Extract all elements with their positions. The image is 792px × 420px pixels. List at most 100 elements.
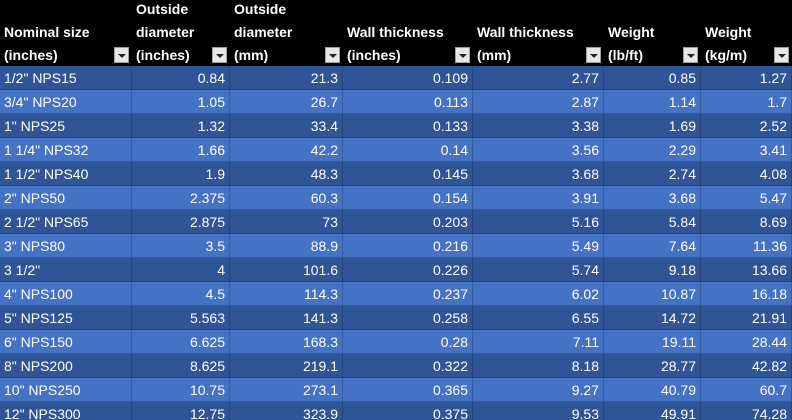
- table-cell: 5.47: [701, 186, 792, 210]
- table-cell: 42.2: [230, 138, 343, 162]
- table-cell: 3 1/2": [0, 258, 132, 282]
- table-cell: 1 1/2" NPS40: [0, 162, 132, 186]
- table-cell: 2.375: [132, 186, 230, 210]
- table-cell: 4.5: [132, 282, 230, 306]
- table-cell: 10" NPS250: [0, 378, 132, 402]
- table-cell: 26.7: [230, 90, 343, 114]
- table-cell: 42.82: [701, 354, 792, 378]
- table-row: 10" NPS250 10.75 273.1 0.365 9.27 40.79 60.7: [0, 378, 792, 402]
- table-cell: 13.66: [701, 258, 792, 282]
- table-cell: 5.84: [604, 210, 701, 234]
- table-cell: 0.216: [343, 234, 473, 258]
- table-cell: 2 1/2" NPS65: [0, 210, 132, 234]
- table-cell: 8" NPS200: [0, 354, 132, 378]
- table-row: 2 1/2" NPS65 2.875 73 0.203 5.16 5.84 8.69: [0, 210, 792, 234]
- table-cell: 11.36: [701, 234, 792, 258]
- table-row: 3/4" NPS20 1.05 26.7 0.113 2.87 1.14 1.7: [0, 90, 792, 114]
- table-cell: 9.18: [604, 258, 701, 282]
- filter-dropdown[interactable]: [683, 47, 698, 63]
- table-row: 3 1/2" 4 101.6 0.226 5.74 9.18 13.66: [0, 258, 792, 282]
- table-cell: 2.52: [701, 114, 792, 138]
- table-cell: 0.154: [343, 186, 473, 210]
- filter-dropdown[interactable]: [325, 47, 340, 63]
- table-cell: 323.9: [230, 402, 343, 420]
- column-header: Nominal size (inches): [0, 0, 132, 66]
- table-cell: 88.9: [230, 234, 343, 258]
- table-cell: 60.3: [230, 186, 343, 210]
- table-cell: 48.3: [230, 162, 343, 186]
- table-cell: 219.1: [230, 354, 343, 378]
- header-text: (inches): [136, 47, 190, 63]
- table-row: 12" NPS300 12.75 323.9 0.375 9.53 49.91 74.28: [0, 402, 792, 420]
- table-cell: 3.68: [604, 186, 701, 210]
- column-header: Wall thickness (inches): [343, 0, 473, 66]
- table-cell: 1" NPS25: [0, 114, 132, 138]
- header-text: Wall thickness: [347, 24, 444, 40]
- filter-dropdown[interactable]: [586, 47, 601, 63]
- table-cell: 0.14: [343, 138, 473, 162]
- filter-dropdown[interactable]: [774, 47, 789, 63]
- table-row: 2" NPS50 2.375 60.3 0.154 3.91 3.68 5.47: [0, 186, 792, 210]
- table-cell: 74.28: [701, 402, 792, 420]
- header-text: Wall thickness: [477, 24, 574, 40]
- table-row: 6" NPS150 6.625 168.3 0.28 7.11 19.11 28.44: [0, 330, 792, 354]
- table-cell: 7.64: [604, 234, 701, 258]
- table-cell: 3.41: [701, 138, 792, 162]
- table-cell: 101.6: [230, 258, 343, 282]
- table-cell: 2.77: [473, 66, 604, 90]
- table-cell: 273.1: [230, 378, 343, 402]
- table-cell: 10.87: [604, 282, 701, 306]
- filter-dropdown[interactable]: [455, 47, 470, 63]
- table-cell: 0.109: [343, 66, 473, 90]
- table-cell: 8.18: [473, 354, 604, 378]
- table-cell: 5.74: [473, 258, 604, 282]
- table-cell: 0.365: [343, 378, 473, 402]
- table-cell: 114.3: [230, 282, 343, 306]
- header-text: (kg/m): [705, 47, 747, 63]
- header-text: Weight: [705, 24, 752, 40]
- column-header: Outside diameter (mm): [230, 0, 343, 66]
- filter-dropdown[interactable]: [114, 47, 129, 63]
- header-text: diameter: [234, 24, 293, 40]
- table-cell: 168.3: [230, 330, 343, 354]
- table-cell: 33.4: [230, 114, 343, 138]
- header-text: (mm): [477, 47, 512, 63]
- table-cell: 2.74: [604, 162, 701, 186]
- filter-dropdown[interactable]: [212, 47, 227, 63]
- table-cell: 21.3: [230, 66, 343, 90]
- table-row: 1" NPS25 1.32 33.4 0.133 3.38 1.69 2.52: [0, 114, 792, 138]
- table-cell: 0.237: [343, 282, 473, 306]
- header-text: Nominal size: [4, 24, 90, 40]
- header-text: (inches): [4, 47, 58, 63]
- table-cell: 3.68: [473, 162, 604, 186]
- column-header: Weight (kg/m): [701, 0, 792, 66]
- table-cell: 2.87: [473, 90, 604, 114]
- table-cell: 1.14: [604, 90, 701, 114]
- table-cell: 5" NPS125: [0, 306, 132, 330]
- table-cell: 14.72: [604, 306, 701, 330]
- table-cell: 1/2" NPS15: [0, 66, 132, 90]
- table-cell: 1.05: [132, 90, 230, 114]
- table-cell: 1 1/4" NPS32: [0, 138, 132, 162]
- table-cell: 5.16: [473, 210, 604, 234]
- table-row: 1 1/4" NPS32 1.66 42.2 0.14 3.56 2.29 3.41: [0, 138, 792, 162]
- table-row: 3" NPS80 3.5 88.9 0.216 5.49 7.64 11.36: [0, 234, 792, 258]
- table-cell: 1.66: [132, 138, 230, 162]
- table-cell: 0.322: [343, 354, 473, 378]
- table-cell: 3.56: [473, 138, 604, 162]
- table-cell: 12.75: [132, 402, 230, 420]
- table-cell: 9.27: [473, 378, 604, 402]
- table-cell: 60.7: [701, 378, 792, 402]
- table-cell: 1.9: [132, 162, 230, 186]
- table-cell: 21.91: [701, 306, 792, 330]
- table-cell: 9.53: [473, 402, 604, 420]
- table-cell: 2" NPS50: [0, 186, 132, 210]
- table-cell: 28.44: [701, 330, 792, 354]
- table-cell: 0.85: [604, 66, 701, 90]
- table-row: 8" NPS200 8.625 219.1 0.322 8.18 28.77 42.82: [0, 354, 792, 378]
- table-cell: 1.7: [701, 90, 792, 114]
- table-row: 1/2" NPS15 0.84 21.3 0.109 2.77 0.85 1.27: [0, 66, 792, 90]
- column-header: Outside diameter (inches): [132, 0, 230, 66]
- table-cell: 49.91: [604, 402, 701, 420]
